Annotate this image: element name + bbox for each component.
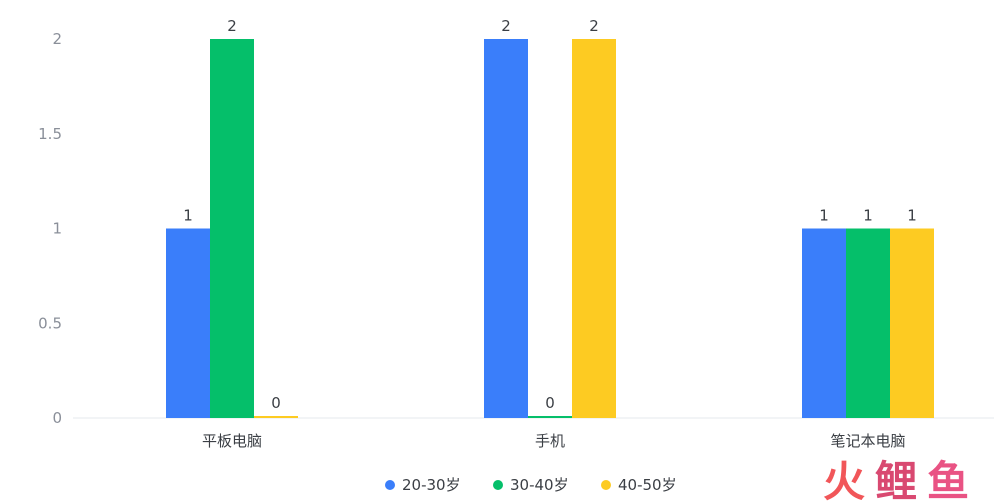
legend[interactable]: 20-30岁 30-40岁 40-50岁 [385, 476, 677, 494]
y-tick-label: 1.5 [38, 125, 62, 143]
x-tick-label: 平板电脑 [202, 432, 262, 450]
bars-group [166, 39, 934, 418]
bar-value-label: 1 [183, 207, 193, 225]
legend-item[interactable]: 30-40岁 [493, 476, 569, 494]
watermark-glyph: 鲤 [875, 457, 917, 503]
legend-label: 20-30岁 [402, 476, 461, 494]
bar[interactable] [254, 416, 298, 418]
legend-label: 30-40岁 [510, 476, 569, 494]
bar-value-label: 0 [545, 394, 555, 412]
bar[interactable] [484, 39, 528, 418]
bar-value-label: 1 [863, 207, 873, 225]
data-labels-group: 1 2 0 2 0 2 1 1 1 [183, 17, 917, 412]
bar[interactable] [846, 228, 890, 419]
x-tick-label: 笔记本电脑 [830, 432, 905, 450]
legend-marker [385, 480, 395, 490]
y-tick-label: 0 [52, 409, 62, 427]
bar-value-label: 2 [589, 17, 599, 35]
bar[interactable] [166, 228, 210, 419]
y-tick-label: 1 [52, 220, 62, 238]
legend-item[interactable]: 40-50岁 [601, 476, 677, 494]
y-axis: 0 0.5 1 1.5 2 [38, 30, 62, 427]
legend-marker [493, 480, 503, 490]
legend-item[interactable]: 20-30岁 [385, 476, 461, 494]
bar-value-label: 2 [501, 17, 511, 35]
x-axis: 平板电脑 手机 笔记本电脑 [202, 432, 906, 450]
legend-marker [601, 480, 611, 490]
x-tick-label: 手机 [535, 432, 565, 450]
watermark-glyph: 鱼 [927, 457, 969, 503]
bar[interactable] [802, 228, 846, 419]
bar-value-label: 1 [819, 207, 829, 225]
y-tick-label: 2 [52, 30, 62, 48]
bar-value-label: 1 [907, 207, 917, 225]
legend-label: 40-50岁 [618, 476, 677, 494]
bar[interactable] [572, 39, 616, 418]
bar[interactable] [210, 39, 254, 418]
watermark-logo: 火鲤鱼 [823, 457, 969, 503]
bar[interactable] [528, 416, 572, 418]
y-tick-label: 0.5 [38, 314, 62, 332]
bar[interactable] [890, 228, 934, 419]
bar-value-label: 0 [271, 394, 281, 412]
watermark-glyph: 火 [823, 457, 865, 503]
bar-value-label: 2 [227, 17, 237, 35]
